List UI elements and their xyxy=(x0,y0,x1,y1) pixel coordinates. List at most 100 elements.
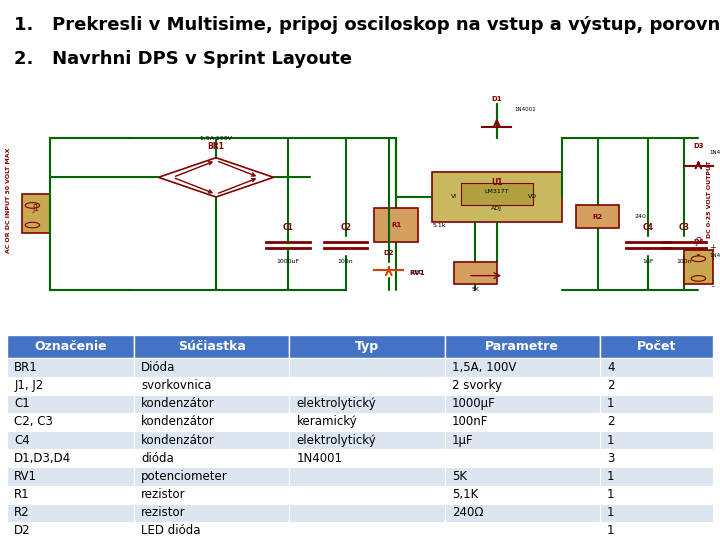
Bar xyxy=(289,376,445,395)
Text: 4: 4 xyxy=(607,361,614,374)
Bar xyxy=(445,504,600,522)
Text: keramický: keramický xyxy=(297,415,357,428)
Circle shape xyxy=(691,256,706,261)
Text: J1, J2: J1, J2 xyxy=(14,379,43,392)
Bar xyxy=(445,395,600,413)
Bar xyxy=(445,413,600,431)
Bar xyxy=(22,194,50,233)
Bar xyxy=(289,413,445,431)
Bar xyxy=(684,251,713,284)
Text: rezistor: rezistor xyxy=(141,507,186,519)
Text: RV1: RV1 xyxy=(14,470,37,483)
Bar xyxy=(134,359,289,376)
Text: 100nF: 100nF xyxy=(451,415,488,428)
Bar xyxy=(7,395,134,413)
Bar xyxy=(134,395,289,413)
Text: Parametre: Parametre xyxy=(485,340,559,353)
Text: C2: C2 xyxy=(340,224,351,232)
Bar xyxy=(600,449,713,467)
Text: C3: C3 xyxy=(678,224,690,232)
Text: 100n: 100n xyxy=(676,259,692,264)
Bar xyxy=(600,431,713,449)
Text: J1: J1 xyxy=(32,204,40,213)
Bar xyxy=(134,504,289,522)
Bar xyxy=(445,522,600,540)
Bar xyxy=(289,449,445,467)
Bar xyxy=(7,504,134,522)
Text: AC OR DC INPUT 30 VOLT MAX: AC OR DC INPUT 30 VOLT MAX xyxy=(6,147,11,253)
Text: 1N4001: 1N4001 xyxy=(709,150,720,154)
Text: 2: 2 xyxy=(607,379,614,392)
Text: VI: VI xyxy=(451,194,456,199)
Text: D2: D2 xyxy=(14,524,31,537)
FancyArrowPatch shape xyxy=(176,161,212,177)
Bar xyxy=(445,449,600,467)
Text: 5,1K: 5,1K xyxy=(451,488,478,501)
Text: D3: D3 xyxy=(693,144,703,150)
Text: LED: LED xyxy=(411,271,424,275)
Text: 1: 1 xyxy=(607,488,614,501)
Text: +: + xyxy=(709,243,716,252)
Bar xyxy=(134,335,289,359)
Text: 3: 3 xyxy=(607,452,614,465)
Bar xyxy=(134,431,289,449)
Circle shape xyxy=(25,202,40,208)
Bar xyxy=(7,522,134,540)
Text: DC 0-25 VOLT OUTPUT: DC 0-25 VOLT OUTPUT xyxy=(707,161,711,239)
Bar xyxy=(600,335,713,359)
Text: R2: R2 xyxy=(14,507,30,519)
Bar xyxy=(7,376,134,395)
Text: LED dióda: LED dióda xyxy=(141,524,201,537)
Text: kondenzátor: kondenzátor xyxy=(141,415,215,428)
Text: D1: D1 xyxy=(492,96,502,102)
Text: 100n: 100n xyxy=(338,259,354,264)
Text: Dióda: Dióda xyxy=(141,361,176,374)
Text: 5.1k: 5.1k xyxy=(433,222,446,227)
Bar xyxy=(289,485,445,504)
Text: D1,D3,D4: D1,D3,D4 xyxy=(14,452,71,465)
Bar xyxy=(7,485,134,504)
Bar xyxy=(7,359,134,376)
Text: Súčiastka: Súčiastka xyxy=(178,340,246,353)
Bar xyxy=(7,431,134,449)
Text: dióda: dióda xyxy=(141,452,174,465)
Bar xyxy=(600,504,713,522)
Bar xyxy=(289,467,445,485)
Text: R2: R2 xyxy=(593,214,603,220)
Bar xyxy=(134,413,289,431)
FancyArrowPatch shape xyxy=(176,178,212,193)
Bar xyxy=(600,485,713,504)
Text: Typ: Typ xyxy=(355,340,379,353)
Circle shape xyxy=(691,275,706,281)
Text: VO: VO xyxy=(528,194,537,199)
Text: 240: 240 xyxy=(635,214,647,219)
Text: C2, C3: C2, C3 xyxy=(14,415,53,428)
Text: R1: R1 xyxy=(391,222,401,228)
FancyArrowPatch shape xyxy=(219,179,255,193)
Text: R1: R1 xyxy=(14,488,30,501)
Bar xyxy=(134,485,289,504)
Bar xyxy=(600,376,713,395)
Bar xyxy=(445,376,600,395)
Bar xyxy=(600,395,713,413)
Bar xyxy=(289,359,445,376)
Text: svorkovnica: svorkovnica xyxy=(141,379,212,392)
Text: 1,5A, 100V: 1,5A, 100V xyxy=(451,361,516,374)
Text: 1000uF: 1000uF xyxy=(276,259,300,264)
Bar xyxy=(600,522,713,540)
Bar xyxy=(7,413,134,431)
Text: 5K: 5K xyxy=(471,287,480,292)
Bar xyxy=(600,467,713,485)
Bar xyxy=(289,504,445,522)
Text: -: - xyxy=(711,282,714,292)
Text: 2: 2 xyxy=(607,415,614,428)
Bar xyxy=(7,467,134,485)
Text: 1uF: 1uF xyxy=(642,259,654,264)
Text: kondenzátor: kondenzátor xyxy=(141,434,215,447)
Text: D4: D4 xyxy=(693,239,703,245)
Bar xyxy=(7,449,134,467)
Circle shape xyxy=(25,222,40,228)
Bar xyxy=(600,359,713,376)
Bar xyxy=(461,183,533,205)
Bar xyxy=(600,413,713,431)
